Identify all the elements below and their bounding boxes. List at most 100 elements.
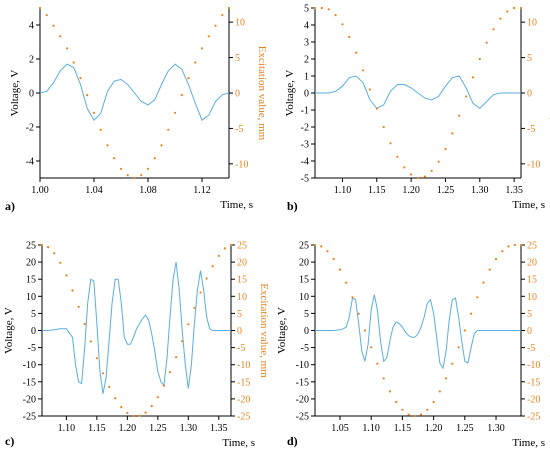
excitation-point <box>168 371 172 374</box>
y2-tick-label: -5 <box>527 124 535 135</box>
x-tick-label: 1.20 <box>119 423 137 434</box>
excitation-point <box>40 243 44 247</box>
excitation-point <box>133 176 136 180</box>
excitation-point <box>207 35 210 38</box>
y-tick-label: 20 <box>299 258 309 269</box>
excitation-point <box>375 107 378 110</box>
excitation-point <box>146 167 150 170</box>
excitation-point <box>211 265 214 268</box>
excitation-point <box>338 268 342 271</box>
excitation-point <box>494 257 498 261</box>
y2-tick-label: 15 <box>527 275 537 286</box>
y2-tick-label: -15 <box>237 377 250 388</box>
excitation-point <box>140 174 143 177</box>
y2-axis-label: Excitation value, mm <box>258 283 270 378</box>
excitation-point <box>214 24 217 27</box>
y2-tick-label: -5 <box>235 124 243 135</box>
y-tick-label: -15 <box>23 377 36 388</box>
excitation-point <box>156 396 159 399</box>
excitation-point <box>175 356 178 359</box>
y2-axis-label: Excitation value, mm <box>548 283 550 378</box>
y-tick-label: 0 <box>304 89 309 100</box>
excitation-point <box>485 41 488 44</box>
excitation-point <box>162 384 165 387</box>
excitation-point <box>47 246 50 249</box>
excitation-point <box>313 6 317 10</box>
y-tick-label: -25 <box>23 412 36 423</box>
x-tick-label: 1.12 <box>193 185 211 196</box>
excitation-point <box>227 6 231 10</box>
excitation-point <box>59 261 62 264</box>
panel-a: 1.00 1.04 1.08 1.12 -4 -2 0 2 4 -10 -5 0 5 10 Voltage,… <box>5 6 268 213</box>
excitation-point <box>407 413 410 416</box>
y2-tick-label: -25 <box>237 412 250 423</box>
y-tick-label: 2 <box>304 55 309 66</box>
excitation-point <box>501 250 504 253</box>
y-tick-label: 0 <box>29 89 34 100</box>
voltage-line <box>315 75 521 109</box>
x-axis-label: Time, s <box>512 199 545 211</box>
excitation-point <box>426 408 429 411</box>
x-tick-label: 1.25 <box>437 185 455 196</box>
excitation-point <box>59 35 62 38</box>
y2-tick-label: 20 <box>527 258 537 269</box>
y-tick-label: 3 <box>304 38 309 49</box>
excitation-point <box>463 329 466 332</box>
y2-tick-label: 0 <box>235 89 240 100</box>
y-tick-label: -4 <box>26 157 34 168</box>
excitation-point <box>132 414 135 418</box>
excitation-point <box>395 400 398 404</box>
excitation-point <box>65 47 69 50</box>
excitation-point <box>506 10 509 13</box>
excitation-point <box>86 94 89 97</box>
y-tick-label: 4 <box>304 21 309 32</box>
x-tick-label: 1.25 <box>149 423 167 434</box>
x-tick-label: 1.30 <box>487 423 505 434</box>
y-tick-label: 0 <box>304 326 309 337</box>
y-tick-label: 2 <box>29 55 34 66</box>
excitation-point <box>403 166 406 169</box>
x-tick-label: 1.08 <box>139 185 157 196</box>
y-tick-label: 15 <box>299 275 309 286</box>
excitation-point <box>229 243 233 247</box>
excitation-point <box>332 257 335 261</box>
panel-label: a) <box>5 199 15 213</box>
y2-axis-label: Excitation value, mm <box>548 46 550 141</box>
excitation-point <box>430 169 433 172</box>
x-axis-label: Time, s <box>222 437 255 449</box>
y-tick-label: 5 <box>304 4 309 15</box>
y-tick-label: -25 <box>296 412 309 423</box>
x-tick-label: 1.35 <box>505 185 523 196</box>
excitation-point <box>83 322 86 326</box>
excitation-point <box>363 329 366 332</box>
excitation-point <box>221 14 224 17</box>
y-tick-label: -4 <box>301 157 309 168</box>
panel-b: 1.10 1.15 1.20 1.25 1.30 1.35-5-4-3-2-1012345… <box>284 4 550 214</box>
excitation-point <box>368 88 371 91</box>
y-tick-label: -10 <box>23 360 36 371</box>
y2-tick-label: -20 <box>527 394 540 405</box>
panel-label: d) <box>287 434 298 448</box>
excitation-point <box>351 296 354 299</box>
excitation-point <box>187 77 190 80</box>
y-tick-label: -10 <box>296 360 309 371</box>
y-tick-label: -20 <box>296 394 309 405</box>
y2-tick-label: -10 <box>237 360 250 371</box>
excitation-point <box>200 47 204 50</box>
excitation-point <box>320 6 323 10</box>
excitation-point <box>507 245 510 248</box>
excitation-point <box>355 51 358 54</box>
y-tick-label: 10 <box>26 292 36 303</box>
excitation-point <box>99 128 102 131</box>
y2-tick-label: -5 <box>527 343 535 354</box>
excitation-point <box>445 377 448 380</box>
excitation-point <box>313 243 317 247</box>
y2-tick-label: 0 <box>527 89 532 100</box>
voltage-line <box>315 294 521 370</box>
excitation-point <box>199 291 202 294</box>
y2-tick-label: -10 <box>235 159 248 170</box>
x-tick-label: 1.04 <box>85 185 103 196</box>
y-tick-label: -5 <box>301 343 309 354</box>
excitation-point <box>72 61 75 64</box>
